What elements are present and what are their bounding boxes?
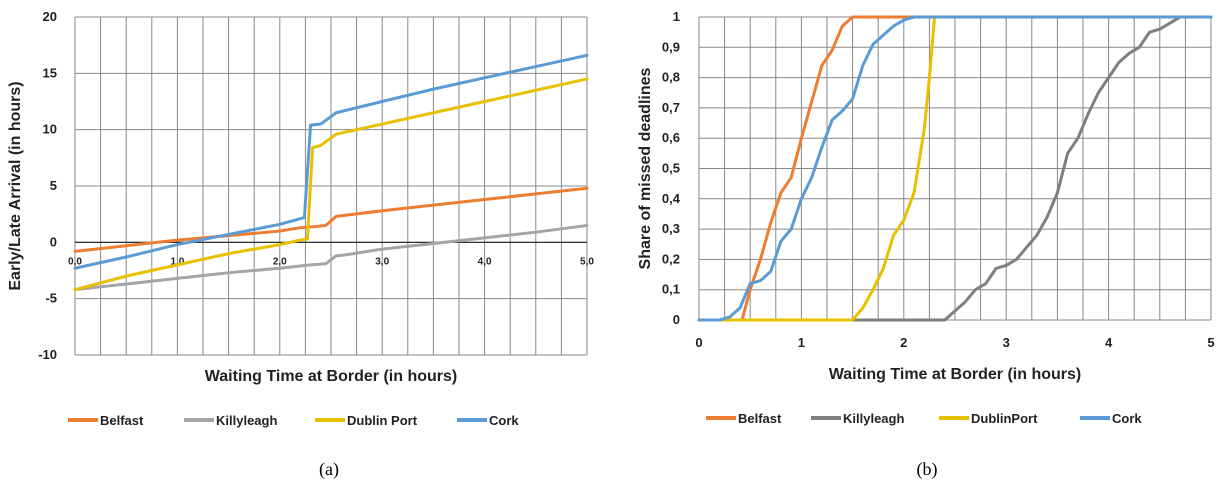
y-axis-title: Early/Late Arrival (in hours) (7, 81, 24, 290)
y-tick-label: -5 (45, 291, 57, 306)
y-tick-label: 0,8 (662, 70, 680, 85)
y-tick-label: 0 (50, 234, 57, 249)
figure-caption: (b) (917, 459, 938, 480)
legend-label: Cork (489, 413, 519, 428)
y-tick-label: 5 (50, 178, 57, 193)
x-tick-label: 1,0 (170, 256, 184, 267)
series-line-cork (697, 15, 1213, 322)
y-tick-label: 0,9 (662, 39, 680, 54)
x-tick-label: 0,0 (68, 256, 82, 267)
x-axis-title: Waiting Time at Border (in hours) (205, 368, 457, 385)
y-tick-label: 0,6 (662, 130, 680, 145)
chart-a: -10 -5 0 5 10 15 20 0,0 1,0 2,0 3,0 4,0 5,0 Waiting T… (7, 9, 594, 480)
x-tick-label: 2,0 (273, 256, 287, 267)
x-axis-title: Waiting Time at Border (in hours) (829, 366, 1081, 383)
legend-label: Dublin Port (347, 413, 418, 428)
chart-b: 0 0,1 0,2 0,3 0,4 0,5 0,6 0,7 0,8 0,9 1 0 1 2 3 4 5 Waiti… (637, 9, 1215, 480)
x-tick-label: 4,0 (478, 256, 492, 267)
x-tick-label: 3,0 (375, 256, 389, 267)
legend-label: Belfast (100, 413, 144, 428)
series-line-cork (73, 53, 589, 270)
y-axis-title: Share of missed deadlines (637, 67, 654, 269)
y-tick-label: -10 (38, 347, 57, 362)
y-tick-label: 0,5 (662, 161, 680, 176)
figure-caption: (a) (319, 459, 339, 480)
x-tick-label: 2 (900, 335, 907, 350)
series-line-killyleagh (73, 223, 589, 292)
legend-label: DublinPort (971, 411, 1038, 426)
legend-label: Killyleagh (216, 413, 277, 428)
series-line-dublin-port (73, 77, 589, 292)
x-tick-label: 5 (1207, 335, 1214, 350)
y-tick-label: 10 (43, 122, 57, 137)
series-line-killyleagh (697, 15, 1213, 322)
y-tick-label: 0,7 (662, 100, 680, 115)
series-line-belfast (73, 186, 589, 253)
legend-label: Killyleagh (843, 411, 904, 426)
x-tick-label: 5,0 (580, 256, 594, 267)
x-tick-label: 3 (1003, 335, 1010, 350)
legend-label: Cork (1112, 411, 1142, 426)
y-tick-label: 20 (43, 9, 57, 24)
x-tick-label: 4 (1105, 335, 1113, 350)
y-tick-label: 0,4 (662, 191, 681, 206)
series-line-dublinport (697, 15, 1213, 322)
x-tick-label: 1 (798, 335, 805, 350)
y-tick-label: 0 (673, 312, 680, 327)
x-tick-label: 0 (695, 335, 702, 350)
y-tick-label: 1 (673, 9, 680, 24)
legend-label: Belfast (738, 411, 782, 426)
y-tick-label: 0,2 (662, 251, 680, 266)
y-tick-label: 0,3 (662, 221, 680, 236)
y-tick-label: 0,1 (662, 282, 680, 297)
y-tick-label: 15 (43, 65, 57, 80)
